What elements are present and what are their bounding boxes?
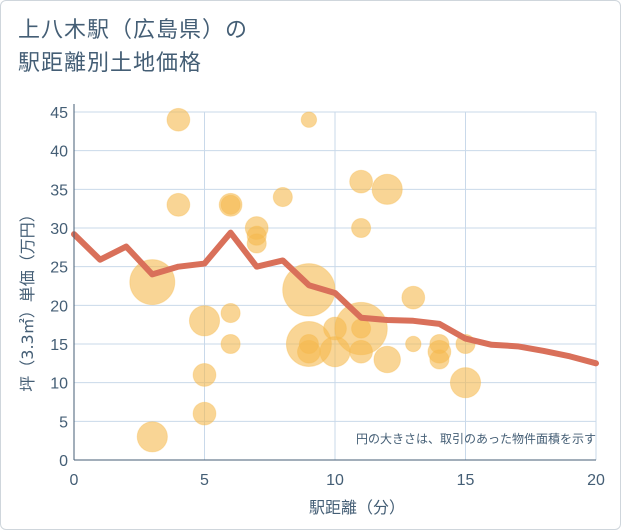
data-bubble [166, 192, 191, 217]
data-bubble [429, 349, 450, 370]
y-tick-label: 0 [59, 453, 68, 470]
data-bubble [246, 233, 267, 254]
data-bubble [373, 345, 401, 374]
data-bubble [220, 194, 241, 215]
bubble-series [129, 107, 482, 453]
chart-title-line-2: 駅距離別土地価格 [18, 51, 203, 76]
y-tick-label: 15 [50, 337, 68, 354]
data-bubble [351, 318, 372, 339]
x-tick-label: 5 [200, 472, 209, 489]
data-bubble [371, 173, 403, 205]
data-bubble [220, 333, 241, 355]
data-bubble [300, 111, 318, 128]
data-bubble [129, 259, 176, 306]
data-bubble [401, 285, 426, 310]
y-tick-label: 30 [50, 221, 68, 238]
y-tick-label: 35 [50, 182, 68, 199]
data-bubble [405, 335, 422, 353]
data-bubble [136, 421, 168, 453]
data-bubble [192, 401, 217, 426]
data-bubble [449, 367, 482, 399]
axes [73, 104, 596, 461]
y-tick-label: 40 [50, 144, 68, 161]
x-tick-label: 0 [70, 472, 79, 489]
x-tick-label: 10 [326, 472, 344, 489]
tick-labels: 0 5 10 15 20 25 30 35 40 45 0 5 10 15 20 [50, 105, 605, 489]
y-tick-label: 10 [50, 376, 68, 393]
data-bubble [188, 305, 221, 337]
data-bubble [349, 169, 374, 194]
data-bubble [220, 303, 241, 324]
y-tick-label: 45 [50, 105, 68, 122]
grid [74, 111, 597, 460]
data-bubble [272, 187, 293, 208]
x-axis-title: 駅距離（分） [309, 498, 405, 517]
data-bubble [192, 363, 217, 387]
data-bubble [166, 107, 191, 132]
y-axis-title: 坪（3.3㎡）単価（万円） [18, 206, 37, 391]
chart-title: 上八木駅（広島県）の 駅距離別土地価格 [18, 14, 248, 80]
chart-title-line-1: 上八木駅（広島県）の [18, 18, 249, 43]
y-tick-label: 25 [50, 260, 68, 277]
average-price-line [71, 229, 599, 367]
data-bubble [349, 339, 374, 364]
y-tick-label: 20 [50, 298, 68, 315]
x-tick-label: 20 [587, 472, 605, 489]
data-bubble [298, 333, 319, 355]
x-tick-label: 15 [457, 472, 475, 489]
bubble-size-note: 円の大きさは、取引のあった物件面積を示す [356, 431, 596, 446]
y-tick-label: 5 [59, 414, 68, 431]
data-bubble [351, 217, 372, 239]
